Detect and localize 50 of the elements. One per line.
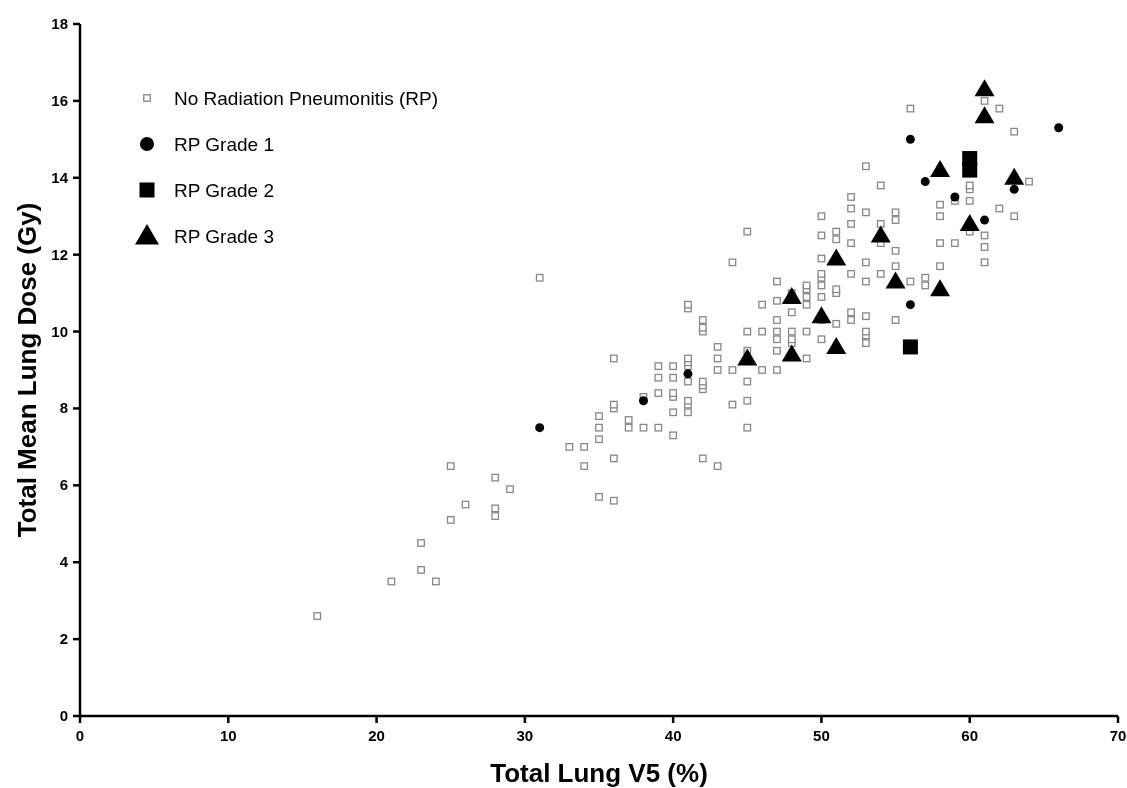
y-tick-label: 4 [59,553,69,571]
legend-label: No Radiation Pneumonitis (RP) [174,88,439,109]
point [974,79,995,97]
point [535,423,545,433]
point [980,215,990,225]
point [781,344,802,362]
y-tick-label: 10 [51,322,68,340]
x-axis-title: Total Lung V5 (%) [490,758,708,788]
y-tick-label: 12 [51,245,68,263]
point [930,160,951,178]
x-tick-label: 30 [516,727,534,744]
y-tick-label: 18 [51,15,68,32]
point [683,369,693,379]
point [974,106,995,124]
point [885,271,906,289]
point [950,192,960,202]
y-axis-title: Total Mean Lung Dose (Gy) [12,202,42,538]
point [826,248,847,266]
x-tick-label: 50 [813,727,830,744]
point [1009,184,1019,194]
x-tick-label: 20 [368,727,385,744]
legend-label: RP Grade 1 [174,134,274,155]
x-tick-label: 70 [1109,727,1127,744]
y-tick-label: 8 [59,399,68,417]
point [638,396,648,406]
x-tick-label: 10 [219,727,237,744]
x-tick-label: 0 [75,727,85,744]
point [905,134,915,144]
point [826,336,847,354]
point [905,300,915,310]
y-tick-label: 0 [59,707,68,724]
legend-label: RP Grade 2 [174,180,274,201]
legend-label: RP Grade 3 [174,226,274,247]
y-tick-label: 2 [59,630,68,648]
point [1054,123,1064,133]
point [959,213,980,231]
point [781,286,802,304]
y-tick-label: 14 [51,168,69,186]
point [920,177,930,187]
point [930,279,951,297]
y-tick-label: 16 [51,91,68,109]
point [962,151,978,167]
point [870,225,891,243]
point [902,339,918,355]
x-tick-label: 40 [664,727,682,744]
y-tick-label: 6 [59,476,68,494]
x-tick-label: 60 [961,727,979,744]
point [1004,167,1025,185]
point [737,348,758,366]
point [811,306,832,324]
